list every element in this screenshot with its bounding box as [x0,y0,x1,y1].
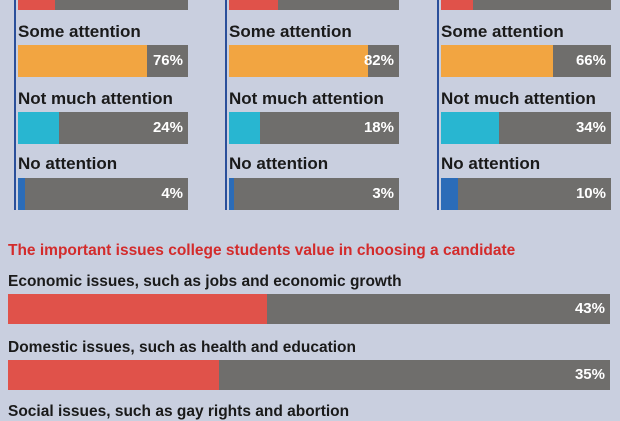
category-label-no: No attention [441,154,541,173]
bar-not-much [441,112,499,144]
bar-some [441,45,554,77]
category-label-not-much: Not much attention [441,89,596,108]
issue-bar-track-economic: 43% [8,294,610,324]
bar-track-not-much: 34% [441,112,611,144]
value-label-some: 66% [575,52,606,69]
value-label-some: 76% [152,52,183,69]
bar-no [441,178,458,210]
bar-track-no: 3% [229,178,399,210]
bar-track-very-much: 22% [18,0,188,10]
value-label-not-much: 34% [575,119,606,136]
bar-track-some: 66% [441,45,611,77]
bar-not-much [18,112,59,144]
bar-some [18,45,148,77]
category-label-some: Some attention [18,22,141,41]
category-label-no: No attention [18,154,118,173]
value-label-very-much: 22% [153,0,183,10]
value-label-no: 3% [372,185,394,202]
bar-very-much [229,0,279,10]
value-label-very-much: 19% [576,0,606,10]
bar-very-much [441,0,474,10]
category-label-not-much: Not much attention [229,89,384,108]
category-label-some: Some attention [441,22,564,41]
bar-track-not-much: 18% [229,112,399,144]
issues-section-title: The important issues college students va… [8,242,516,259]
bar-track-some: 82% [229,45,399,77]
issue-label-economic: Economic issues, such as jobs and econom… [8,273,402,290]
category-label-no: No attention [229,154,329,173]
issue-bar-economic [8,294,267,324]
attention-column-2: 29% Some attention 82% Not much attention 18… [225,0,399,210]
bar-track-very-much: 19% [441,0,611,10]
bar-track-no: 10% [441,178,611,210]
category-label-some: Some attention [229,22,352,41]
attention-column-3: 19% Some attention 66% Not much attention 34… [437,0,611,210]
issue-value-label-domestic: 35% [574,366,605,383]
bar-track-not-much: 24% [18,112,188,144]
bar-track-very-much: 29% [229,0,399,10]
bar-track-some: 76% [18,45,188,77]
bar-track-no: 4% [18,178,188,210]
issue-label-domestic: Domestic issues, such as health and educ… [8,339,356,356]
category-label-not-much: Not much attention [18,89,173,108]
value-label-no: 10% [575,185,606,202]
issue-label-social: Social issues, such as gay rights and ab… [8,403,350,420]
bar-some [229,45,369,77]
issue-value-label-economic: 43% [574,300,605,317]
bar-very-much [18,0,56,10]
value-label-not-much: 24% [152,119,183,136]
value-label-no: 4% [161,185,183,202]
issue-bar-domestic [8,360,219,390]
bar-no [18,178,25,210]
issue-bar-track-domestic: 35% [8,360,610,390]
value-label-not-much: 18% [363,119,394,136]
attention-column-1: 22% Some attention 76% Not much attention 24… [14,0,188,210]
bar-no [229,178,235,210]
bar-not-much [229,112,260,144]
value-label-very-much: 29% [364,0,394,10]
value-label-some: 82% [363,52,394,69]
